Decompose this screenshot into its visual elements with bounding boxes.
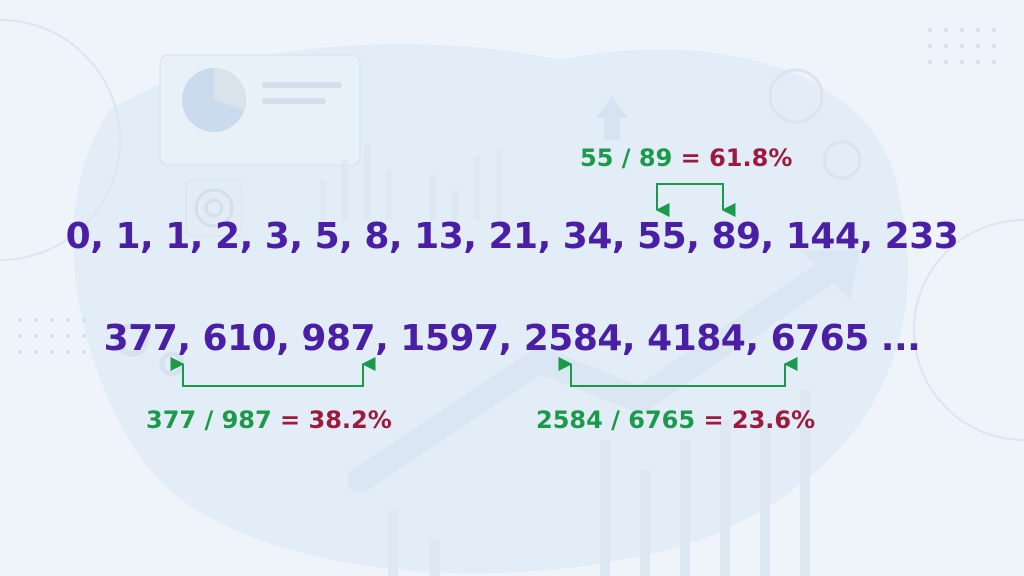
sequence-number-987: 987, <box>301 318 389 359</box>
bar-chart-icon <box>320 145 810 576</box>
sequence-number: 4184, <box>647 318 759 359</box>
ratio-percent: 23.6% <box>731 406 816 434</box>
sequence-number-377: 377, <box>103 318 191 359</box>
sequence-number: 8, <box>364 216 403 257</box>
sequence-number: 0, <box>65 216 104 257</box>
trend-arrow-head <box>800 250 860 300</box>
sequence-number: 610, <box>202 318 290 359</box>
sequence-number: 5, <box>314 216 353 257</box>
sequence-number-2584: 2584, <box>523 318 636 359</box>
pie-chart-icon <box>159 54 361 166</box>
ratio-annotation-377-987: 377 / 987 = 38.2% <box>146 406 392 434</box>
sequence-number: 144, <box>785 216 873 257</box>
ratio-equals: = <box>280 406 301 434</box>
sequence-number: 1, <box>165 216 203 257</box>
sequence-number: 1597, <box>400 318 512 359</box>
sequence-row-2: 377, 610, 987, 1597, 2584, 4184, 6765 ..… <box>0 318 1024 359</box>
sequence-row-1: 0, 1, 1, 2, 3, 5, 8, 13, 21, 34, 55, 89,… <box>0 216 1024 257</box>
dollar-coin-icon <box>768 68 862 180</box>
ratio-percent: 38.2% <box>308 406 392 434</box>
ratio-annotation-55-89: 55 / 89 = 61.8% <box>580 144 792 172</box>
sequence-number: 1, <box>115 216 154 257</box>
background-circle-right <box>913 219 1024 441</box>
sequence-number-55: 55, <box>637 216 700 257</box>
sequence-number: 233 <box>884 216 959 257</box>
dot-grid <box>18 28 996 354</box>
ratio-equals: = <box>703 406 724 434</box>
ratio-percent: 61.8% <box>709 144 793 172</box>
ratio-annotation-2584-6765: 2584 / 6765 = 23.6% <box>536 406 815 434</box>
ratio-equals: = <box>680 144 701 172</box>
sequence-number: 21, <box>488 216 551 257</box>
ratio-fraction: 55 / 89 <box>580 144 673 172</box>
sequence-number: 2, <box>215 216 253 257</box>
sequence-number: 34, <box>562 216 626 257</box>
background-blob <box>73 44 909 574</box>
sequence-number-89: 89, <box>711 216 774 257</box>
upload-arrow-icon <box>596 96 628 140</box>
ratio-fraction: 2584 / 6765 <box>536 406 696 434</box>
sequence-number: 3, <box>264 216 303 257</box>
sequence-number: 13, <box>414 216 477 257</box>
target-icon <box>185 179 243 237</box>
sequence-number-6765: 6765 ... <box>770 318 921 359</box>
ratio-fraction: 377 / 987 <box>146 406 272 434</box>
background-circle-left <box>0 19 121 261</box>
